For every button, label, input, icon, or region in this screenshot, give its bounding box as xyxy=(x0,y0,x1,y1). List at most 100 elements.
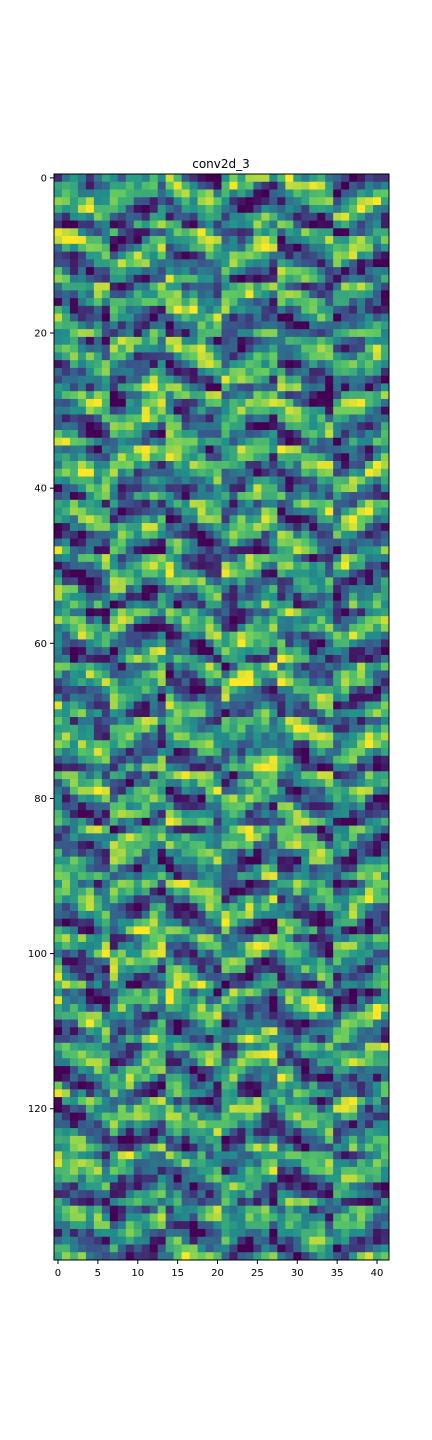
heatmap-cell xyxy=(301,639,310,648)
heatmap-cell xyxy=(261,585,270,594)
heatmap-cell xyxy=(157,577,167,586)
heatmap-cell xyxy=(149,561,159,570)
heatmap-cell xyxy=(357,1089,366,1098)
heatmap-cell xyxy=(293,554,302,563)
heatmap-cell xyxy=(181,523,190,532)
heatmap-cell xyxy=(261,561,270,570)
heatmap-cell xyxy=(205,1089,214,1098)
heatmap-cell xyxy=(189,608,198,617)
heatmap-cell xyxy=(229,755,238,764)
heatmap-cell xyxy=(317,802,326,811)
heatmap-cell xyxy=(317,755,326,764)
heatmap-cell xyxy=(125,429,135,439)
heatmap-cell xyxy=(149,181,159,190)
heatmap-cell xyxy=(181,1050,190,1059)
heatmap-cell xyxy=(261,755,270,764)
heatmap-cell xyxy=(349,988,358,997)
heatmap-cell xyxy=(149,709,159,718)
heatmap-cell xyxy=(69,344,79,353)
heatmap-cell xyxy=(333,236,342,245)
heatmap-cell xyxy=(117,802,127,811)
heatmap-cell xyxy=(181,1042,190,1051)
heatmap-cell xyxy=(109,236,119,245)
heatmap-cell xyxy=(189,569,198,578)
heatmap-cell xyxy=(237,926,246,935)
heatmap-cell xyxy=(341,592,350,601)
heatmap-cell xyxy=(61,375,71,384)
heatmap-cell xyxy=(77,724,87,733)
heatmap-cell xyxy=(181,647,190,656)
heatmap-cell xyxy=(69,670,79,679)
heatmap-cell xyxy=(77,592,87,601)
heatmap-cell xyxy=(165,678,174,687)
heatmap-cell xyxy=(117,717,127,726)
heatmap-cell xyxy=(245,251,254,260)
heatmap-cell xyxy=(269,856,278,865)
heatmap-cell xyxy=(165,631,174,640)
heatmap-cell xyxy=(149,825,159,834)
heatmap-cell xyxy=(277,484,286,493)
heatmap-cell xyxy=(93,903,103,912)
heatmap-cell xyxy=(373,996,382,1005)
heatmap-cell xyxy=(205,461,214,470)
heatmap-cell xyxy=(373,678,382,687)
heatmap-cell xyxy=(101,786,111,795)
heatmap-cell xyxy=(285,391,294,400)
heatmap-cell xyxy=(349,212,358,221)
heatmap-cell xyxy=(245,693,254,702)
heatmap-cell xyxy=(245,616,254,625)
heatmap-cell xyxy=(365,817,374,826)
heatmap-cell xyxy=(365,243,374,252)
heatmap-cell xyxy=(77,212,87,221)
heatmap-cell xyxy=(109,360,119,369)
heatmap-cell xyxy=(141,616,151,625)
heatmap-cell xyxy=(149,972,159,982)
heatmap-cell xyxy=(165,305,174,314)
heatmap-cell xyxy=(317,1027,326,1036)
heatmap-cell xyxy=(117,414,127,423)
heatmap-cell xyxy=(269,662,278,671)
heatmap-cell xyxy=(157,972,167,982)
heatmap-cell xyxy=(309,732,318,741)
heatmap-cell xyxy=(269,724,278,733)
heatmap-cell xyxy=(213,383,222,392)
heatmap-cell xyxy=(373,639,382,648)
heatmap-cell xyxy=(349,1027,358,1036)
heatmap-cell xyxy=(325,530,334,539)
heatmap-cell xyxy=(333,228,342,237)
heatmap-cell xyxy=(309,647,318,656)
heatmap-cell xyxy=(149,771,159,780)
heatmap-cell xyxy=(365,910,374,920)
heatmap-cell xyxy=(109,763,119,772)
heatmap-cell xyxy=(309,934,318,943)
heatmap-cell xyxy=(165,717,174,726)
heatmap-cell xyxy=(269,344,278,353)
heatmap-cell xyxy=(77,1027,87,1036)
heatmap-cell xyxy=(205,445,214,454)
heatmap-cell xyxy=(117,864,127,873)
heatmap-cell xyxy=(69,647,79,656)
heatmap-cell xyxy=(189,918,198,927)
heatmap-cell xyxy=(189,817,198,826)
heatmap-cell xyxy=(109,445,119,454)
heatmap-cell xyxy=(85,236,95,245)
heatmap-cell xyxy=(54,755,63,764)
heatmap-cell xyxy=(277,608,286,617)
heatmap-cell xyxy=(181,639,190,648)
heatmap-cell xyxy=(61,841,71,850)
heatmap-cell xyxy=(301,523,310,532)
heatmap-cell xyxy=(77,499,87,508)
heatmap-cell xyxy=(109,926,119,935)
heatmap-cell xyxy=(93,546,103,555)
heatmap-cell xyxy=(93,988,103,997)
heatmap-cell xyxy=(349,367,358,377)
heatmap-cell xyxy=(189,895,198,904)
heatmap-cell xyxy=(341,329,350,338)
heatmap-cell xyxy=(85,1058,95,1067)
heatmap-cell xyxy=(325,1035,334,1044)
heatmap-cell xyxy=(197,639,206,648)
heatmap-cell xyxy=(69,965,79,974)
heatmap-cell xyxy=(229,685,238,695)
heatmap-cell xyxy=(269,398,278,408)
heatmap-cell xyxy=(237,569,246,578)
